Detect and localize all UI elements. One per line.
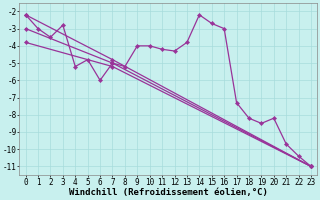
X-axis label: Windchill (Refroidissement éolien,°C): Windchill (Refroidissement éolien,°C) [69,188,268,197]
